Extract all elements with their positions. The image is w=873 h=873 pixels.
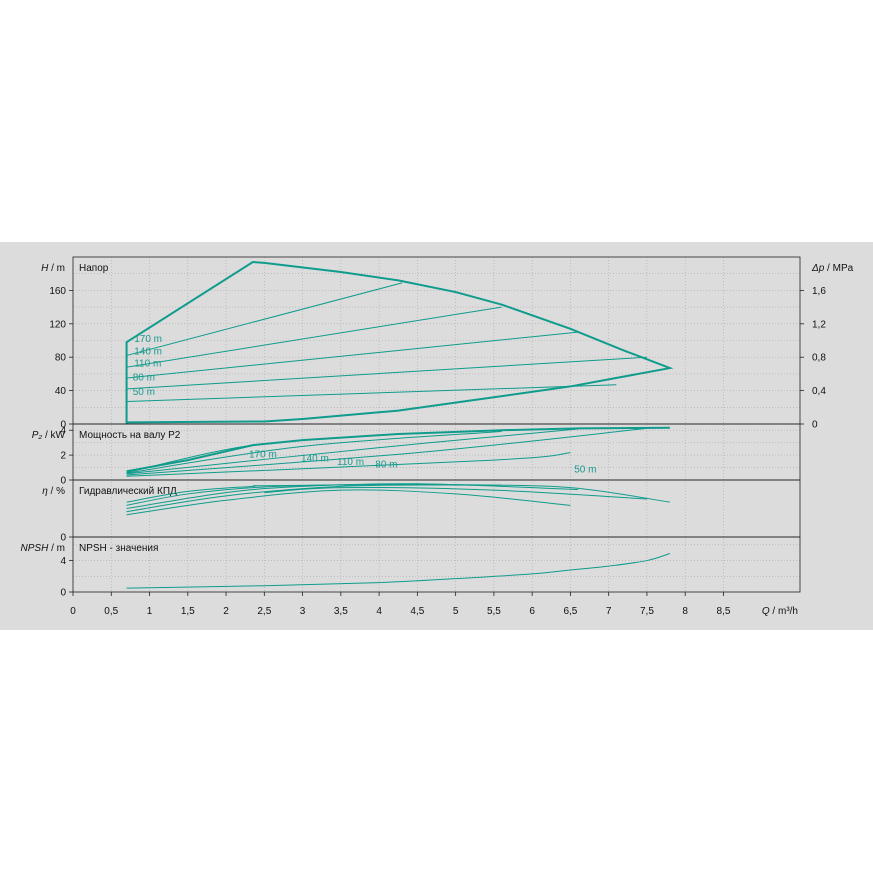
curve-npsh [126,553,671,589]
y-axis-label-head: H / m [41,263,65,274]
curve-power [126,427,647,476]
x-tick-label: 0,5 [104,606,118,617]
y-axis-unit-head: / m [48,263,65,274]
x-tick-label: 6 [529,606,535,617]
curve-label-power: 170 m [249,450,277,461]
y-tick-label-head: 0 [60,420,66,431]
y-axis-label-efficiency: η / % [42,486,65,497]
curve-power [126,430,502,474]
right-tick-label: 0,8 [812,353,826,364]
right-tick-label: 0,4 [812,386,826,397]
y-axis-symbol-npsh: NPSH [21,543,50,554]
panel-frame-npsh [72,536,801,593]
right-tick-label: 1,2 [812,319,826,330]
x-tick-label: 4 [376,606,382,617]
x-tick-label: 1 [147,606,153,617]
curve-head [126,282,403,357]
panel-title-head: Напор [79,263,109,274]
y-axis-symbol-head: H [41,263,49,274]
right-axis-label: Δp / MPa [811,263,854,274]
x-tick-label: 3,5 [334,606,348,617]
pump-curve-svg: 0 0,5 1 1,5 2 2,5 3 3,5 4 4,5 5 5,5 6 6,5 7 7,5 8 8,5 Q / … [21,256,854,617]
curve-head [126,356,647,390]
pump-curve-chart: 0 0,5 1 1,5 2 2,5 3 3,5 4 4,5 5 5,5 6 6,5 7 7,5 8 8,5 Q / … [0,242,873,630]
x-tick-label: 7 [606,606,612,617]
curve-label-head: 170 m [134,334,162,345]
panel-title-power: Мощность на валу P2 [79,430,181,441]
curve-head [126,331,579,379]
x-tick-label: 4,5 [410,606,424,617]
curve-label-power: 110 m [337,457,364,468]
y-tick-label-head: 80 [55,353,67,364]
curve-efficiency [126,484,670,513]
y-axis-unit-power: / kW [42,430,65,441]
curve-efficiency [126,483,579,509]
right-axis-unit: / MPa [824,263,853,274]
curve-head [126,384,617,402]
y-axis-label-power: P₂ / kW [32,430,66,441]
y-tick-label-head: 40 [55,386,67,397]
curve-label-head: 110 m [134,358,161,369]
x-tick-label: 5,5 [487,606,501,617]
right-axis-symbol: Δp [811,263,825,274]
right-tick-label: 0 [812,420,818,431]
x-tick-label: 6,5 [563,606,577,617]
x-tick-label: 0 [70,606,76,617]
y-tick-label-power: 4 [60,426,66,437]
y-axis-symbol-efficiency: η [42,486,48,497]
right-tick-label: 1,6 [812,286,826,297]
y-axis-unit-efficiency: / % [48,486,65,497]
y-axis-symbol-power: P₂ [32,430,43,441]
envelope-power [126,426,670,473]
envelope-head [125,260,674,424]
curve-label-power: 50 m [574,465,596,476]
x-tick-label: 2,5 [257,606,271,617]
x-tick-label: 2 [223,606,229,617]
curve-label-power: 80 m [375,460,397,471]
y-tick-label-power: 0 [60,476,66,487]
x-tick-label: 7,5 [640,606,654,617]
y-tick-label-head: 120 [49,319,66,330]
x-axis-unit: / m³/h [770,606,798,617]
y-tick-label-efficiency: 0 [60,533,66,544]
panel-title-npsh: NPSH - значения [79,543,158,554]
y-tick-label-npsh: 4 [60,556,66,567]
y-tick-label-npsh: 0 [60,588,66,599]
curve-label-head: 50 m [133,387,155,398]
curve-label-head: 140 m [134,347,162,358]
curve-label-head: 80 m [133,373,155,384]
curve-label-power: 140 m [301,453,329,464]
x-tick-label: 5 [453,606,459,617]
x-tick-label: 3 [300,606,306,617]
x-tick-label: 8,5 [717,606,731,617]
y-tick-label-head: 160 [49,286,66,297]
curve-efficiency [126,489,571,516]
x-axis-symbol: Q [762,606,770,617]
curve-power [126,428,579,475]
x-tick-label: 1,5 [181,606,195,617]
x-tick-label: 8 [682,606,688,617]
panel-title-efficiency: Гидравлический КПД [79,486,177,497]
y-axis-unit-npsh: / m [48,543,65,554]
curve-efficiency [264,487,647,500]
y-tick-label-power: 2 [60,451,66,462]
curve-head [126,306,502,368]
y-axis-label-npsh: NPSH / m [21,543,65,554]
curve-power [126,452,571,477]
x-axis-label: Q / m³/h [762,606,798,617]
